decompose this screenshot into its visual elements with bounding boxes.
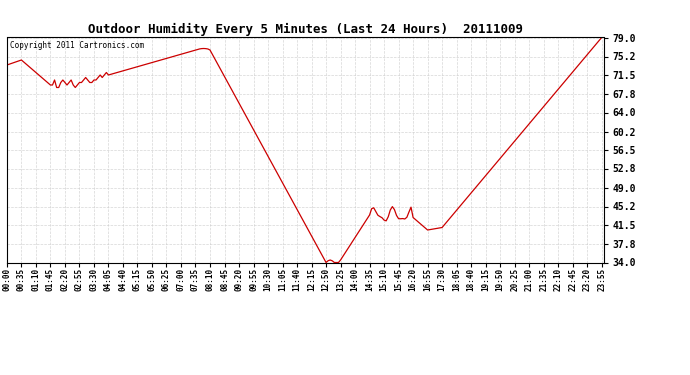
Text: Copyright 2011 Cartronics.com: Copyright 2011 Cartronics.com xyxy=(10,41,144,50)
Title: Outdoor Humidity Every 5 Minutes (Last 24 Hours)  20111009: Outdoor Humidity Every 5 Minutes (Last 2… xyxy=(88,23,523,36)
